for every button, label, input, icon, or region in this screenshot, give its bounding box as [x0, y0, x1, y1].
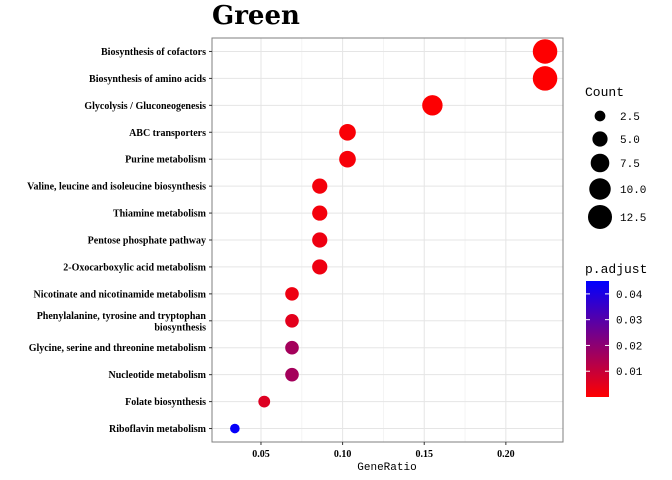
count-legend-label: 2.5: [620, 112, 640, 124]
data-point: [285, 367, 299, 382]
data-point: [312, 178, 328, 194]
count-legend-label: 5.0: [620, 135, 640, 147]
data-point: [230, 423, 240, 434]
p-adjust-colorbar: [586, 281, 609, 397]
data-point: [285, 314, 299, 328]
data-point: [312, 232, 328, 248]
data-point: [285, 287, 299, 301]
colorbar-label: 0.02: [616, 341, 642, 353]
count-legend-label: 7.5: [620, 159, 640, 171]
colorbar-label: 0.01: [616, 367, 643, 379]
x-tick-label: 0.10: [334, 449, 352, 460]
x-tick-label: 0.15: [415, 449, 433, 460]
data-point: [532, 39, 558, 64]
y-tick-label: biosynthesis: [154, 322, 206, 333]
y-tick-label: Valine, leucine and isoleucine biosynthe…: [27, 182, 206, 193]
data-point: [285, 340, 299, 355]
x-axis: 0.05 0.10 0.15 0.20: [252, 442, 515, 460]
y-tick-label: ABC transporters: [129, 128, 206, 139]
count-legend-label: 12.5: [620, 213, 646, 225]
x-tick-label: 0.05: [252, 449, 270, 460]
data-point: [312, 259, 328, 275]
y-tick-label: Biosynthesis of cofactors: [101, 47, 206, 58]
count-legend-label: 10.0: [620, 185, 646, 197]
y-tick-label: Nicotinate and nicotinamide metabolism: [34, 289, 207, 300]
count-legend: Count 2.5 5.0 7.5 10.0 12.5: [585, 85, 646, 230]
colorbar-label: 0.03: [616, 316, 642, 328]
colorbar-label: 0.04: [616, 290, 643, 302]
data-point: [339, 123, 356, 141]
y-tick-label: Purine metabolism: [125, 155, 206, 166]
x-axis-title: GeneRatio: [357, 462, 416, 474]
y-tick-label: Riboflavin metabolism: [109, 424, 207, 435]
count-legend-key: [590, 153, 610, 173]
data-point: [312, 205, 328, 221]
data-point: [258, 395, 271, 408]
data-point: [422, 95, 443, 116]
data-point: [339, 150, 356, 168]
y-tick-label: Pentose phosphate pathway: [88, 236, 206, 247]
y-tick-label: Glycolysis / Gluconeogenesis: [84, 101, 206, 112]
x-tick-label: 0.20: [497, 449, 515, 460]
y-tick-label: Folate biosynthesis: [125, 397, 206, 408]
y-tick-label: Biosynthesis of amino acids: [89, 74, 206, 85]
count-legend-title: Count: [585, 85, 624, 100]
y-tick-label: Nucleotide metabolism: [109, 370, 207, 381]
count-legend-key: [594, 110, 606, 122]
y-tick-label: Phenylalanine, tyrosine and tryptophan: [37, 311, 207, 322]
count-legend-key: [587, 204, 613, 230]
plot-panel: [211, 37, 564, 443]
p-adjust-legend: p.adjust 0.01 0.02 0.03 0.04: [585, 262, 647, 397]
p-adjust-legend-title: p.adjust: [585, 262, 647, 277]
y-tick-label: 2-Oxocarboxylic acid metabolism: [63, 262, 206, 273]
count-legend-key: [589, 178, 611, 200]
y-tick-label: Glycine, serine and threonine metabolism: [29, 343, 207, 354]
count-legend-key: [592, 131, 608, 147]
y-axis-labels: Biosynthesis of cofactors Biosynthesis of…: [27, 47, 212, 435]
y-tick-label: Thiamine metabolism: [113, 209, 207, 220]
chart-title: Green: [212, 1, 300, 31]
data-point: [532, 66, 558, 91]
